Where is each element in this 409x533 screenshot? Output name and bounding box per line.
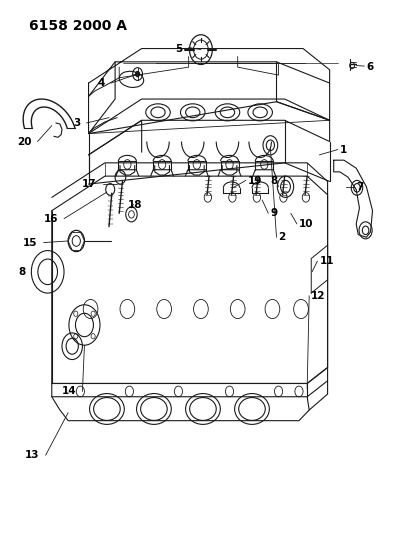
Text: 13: 13: [25, 450, 39, 460]
Text: 4: 4: [97, 78, 105, 88]
Text: 20: 20: [17, 136, 31, 147]
Text: 6: 6: [366, 62, 373, 72]
Text: 17: 17: [82, 179, 97, 189]
Text: 15: 15: [23, 238, 37, 247]
Text: 11: 11: [319, 256, 333, 266]
Text: 16: 16: [43, 214, 58, 224]
Text: 9: 9: [270, 208, 277, 219]
Text: 14: 14: [61, 386, 76, 397]
Text: 7: 7: [355, 182, 363, 192]
Text: 8: 8: [270, 176, 277, 187]
Text: 2: 2: [278, 232, 285, 243]
Circle shape: [135, 71, 139, 77]
Text: 18: 18: [127, 200, 142, 211]
Text: 3: 3: [73, 118, 80, 128]
Text: 1: 1: [339, 144, 346, 155]
Text: 5: 5: [175, 44, 182, 53]
Text: 10: 10: [298, 219, 313, 229]
Text: 6158 2000 A: 6158 2000 A: [29, 19, 127, 33]
Text: 8: 8: [18, 267, 25, 277]
Text: 12: 12: [310, 290, 325, 301]
Text: 19: 19: [247, 176, 262, 187]
